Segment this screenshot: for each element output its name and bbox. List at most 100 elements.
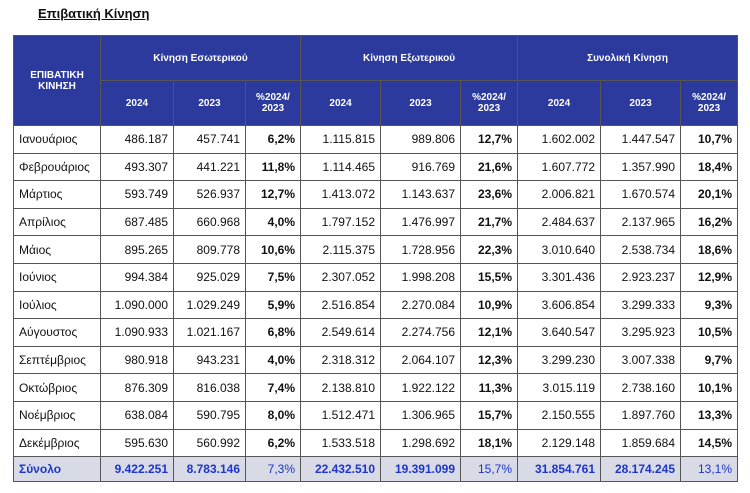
value-cell: 2.150.555	[517, 400, 602, 430]
value-cell: 2.006.821	[517, 180, 602, 209]
month-cell: Σεπτέμβριος	[13, 345, 101, 375]
value-cell: 1.143.637	[380, 180, 462, 209]
value-cell: 6,8%	[244, 318, 302, 347]
value-cell: 2.270.084	[380, 290, 462, 320]
value-cell: 1.114.465	[300, 152, 382, 182]
value-cell: 3.606.854	[517, 290, 602, 320]
month-cell: Αύγουστος	[13, 318, 101, 347]
value-cell: 1.670.574	[600, 180, 682, 209]
value-cell: 994.384	[100, 262, 174, 292]
value-cell: 895.265	[100, 235, 174, 264]
subheader: %2024/ 2023	[244, 80, 302, 126]
value-cell: 11,3%	[460, 373, 519, 402]
value-cell: 8.783.146	[173, 456, 246, 483]
value-cell: 8,0%	[244, 400, 302, 430]
value-cell: 980.918	[100, 345, 174, 375]
subheader: 2023	[173, 80, 246, 126]
group-header: Κίνηση Εξωτερικού	[300, 35, 519, 81]
value-cell: 6,2%	[244, 125, 302, 154]
month-cell: Φεβρουάριος	[13, 152, 101, 182]
value-cell: 9,7%	[680, 345, 739, 375]
value-cell: 1.512.471	[300, 400, 382, 430]
month-cell: Ιανουάριος	[13, 125, 101, 154]
value-cell: 660.968	[173, 207, 246, 237]
value-cell: 638.084	[100, 400, 174, 430]
value-cell: 4,0%	[244, 345, 302, 375]
value-cell: 12,7%	[460, 125, 519, 154]
value-cell: 12,3%	[460, 345, 519, 375]
value-cell: 809.778	[173, 235, 246, 264]
value-cell: 1.859.684	[600, 428, 682, 458]
value-cell: 15,5%	[460, 262, 519, 292]
value-cell: 1.306.965	[380, 400, 462, 430]
value-cell: 526.937	[173, 180, 246, 209]
subheader: 2023	[600, 80, 682, 126]
value-cell: 493.307	[100, 152, 174, 182]
value-cell: 989.806	[380, 125, 462, 154]
value-cell: 3.299.230	[517, 345, 602, 375]
data-row: Αύγουστος 1.090.933 1.021.167 6,8% 2.549.614…	[13, 318, 739, 347]
value-cell: 1.476.997	[380, 207, 462, 237]
value-cell: 1.090.000	[100, 290, 174, 320]
value-cell: 7,4%	[244, 373, 302, 402]
month-cell: Μάρτιος	[13, 180, 101, 209]
value-cell: 1.797.152	[300, 207, 382, 237]
value-cell: 2.129.148	[517, 428, 602, 458]
value-cell: 9,3%	[680, 290, 739, 320]
value-cell: 28.174.245	[600, 456, 682, 483]
month-cell: Δεκέμβριος	[13, 428, 101, 458]
value-cell: 3.010.640	[517, 235, 602, 264]
group-header: Κίνηση Εσωτερικού	[99, 35, 302, 81]
traffic-table: ΕΠΙΒΑΤΙΚΗ ΚΙΝΗΣΗ Κίνηση Εσωτερικού Κίνηση …	[13, 35, 739, 483]
value-cell: 1.602.002	[517, 125, 602, 154]
subheader-row: 2024 2023 %2024/ 2023 2024 2023 %2024/ 2023 20…	[14, 80, 739, 126]
value-cell: 18,4%	[680, 152, 739, 182]
value-cell: 13,3%	[680, 400, 739, 430]
value-cell: 2.138.810	[300, 373, 382, 402]
value-cell: 1.897.760	[600, 400, 682, 430]
total-row: Σύνολο 9.422.251 8.783.146 7,3% 22.432.510 19…	[13, 456, 739, 483]
value-cell: 4,0%	[244, 207, 302, 237]
value-cell: 19.391.099	[380, 456, 462, 483]
value-cell: 11,8%	[244, 152, 302, 182]
value-cell: 12,7%	[244, 180, 302, 209]
value-cell: 5,9%	[244, 290, 302, 320]
value-cell: 2.538.734	[600, 235, 682, 264]
value-cell: 10,7%	[680, 125, 739, 154]
value-cell: 2.274.756	[380, 318, 462, 347]
value-cell: 687.485	[100, 207, 174, 237]
value-cell: 2.115.375	[300, 235, 382, 264]
value-cell: 1.998.208	[380, 262, 462, 292]
header-row: ΕΠΙΒΑΤΙΚΗ ΚΙΝΗΣΗ Κίνηση Εσωτερικού Κίνηση …	[13, 35, 739, 126]
value-cell: 1.029.249	[173, 290, 246, 320]
value-cell: 14,5%	[680, 428, 739, 458]
value-cell: 3.640.547	[517, 318, 602, 347]
subheader: 2024	[100, 80, 174, 126]
value-cell: 590.795	[173, 400, 246, 430]
value-cell: 1.447.547	[600, 125, 682, 154]
data-row: Μάρτιος 593.749 526.937 12,7% 1.413.072 1.143…	[13, 180, 739, 209]
value-cell: 2.318.312	[300, 345, 382, 375]
value-cell: 12,1%	[460, 318, 519, 347]
value-cell: 10,1%	[680, 373, 739, 402]
value-cell: 486.187	[100, 125, 174, 154]
value-cell: 7,3%	[244, 456, 302, 483]
value-cell: 2.923.237	[600, 262, 682, 292]
value-cell: 12,9%	[680, 262, 739, 292]
value-cell: 2.738.160	[600, 373, 682, 402]
value-cell: 2.137.965	[600, 207, 682, 237]
value-cell: 2.064.107	[380, 345, 462, 375]
month-cell: Απρίλιος	[13, 207, 101, 237]
value-cell: 18,1%	[460, 428, 519, 458]
value-cell: 876.309	[100, 373, 174, 402]
value-cell: 3.295.923	[600, 318, 682, 347]
value-cell: 1.922.122	[380, 373, 462, 402]
data-row: Νοέμβριος 638.084 590.795 8,0% 1.512.471 1.30…	[13, 400, 739, 430]
value-cell: 18,6%	[680, 235, 739, 264]
value-cell: 3.007.338	[600, 345, 682, 375]
value-cell: 3.301.436	[517, 262, 602, 292]
value-cell: 9.422.251	[100, 456, 174, 483]
month-cell: Ιούλιος	[13, 290, 101, 320]
value-cell: 20,1%	[680, 180, 739, 209]
